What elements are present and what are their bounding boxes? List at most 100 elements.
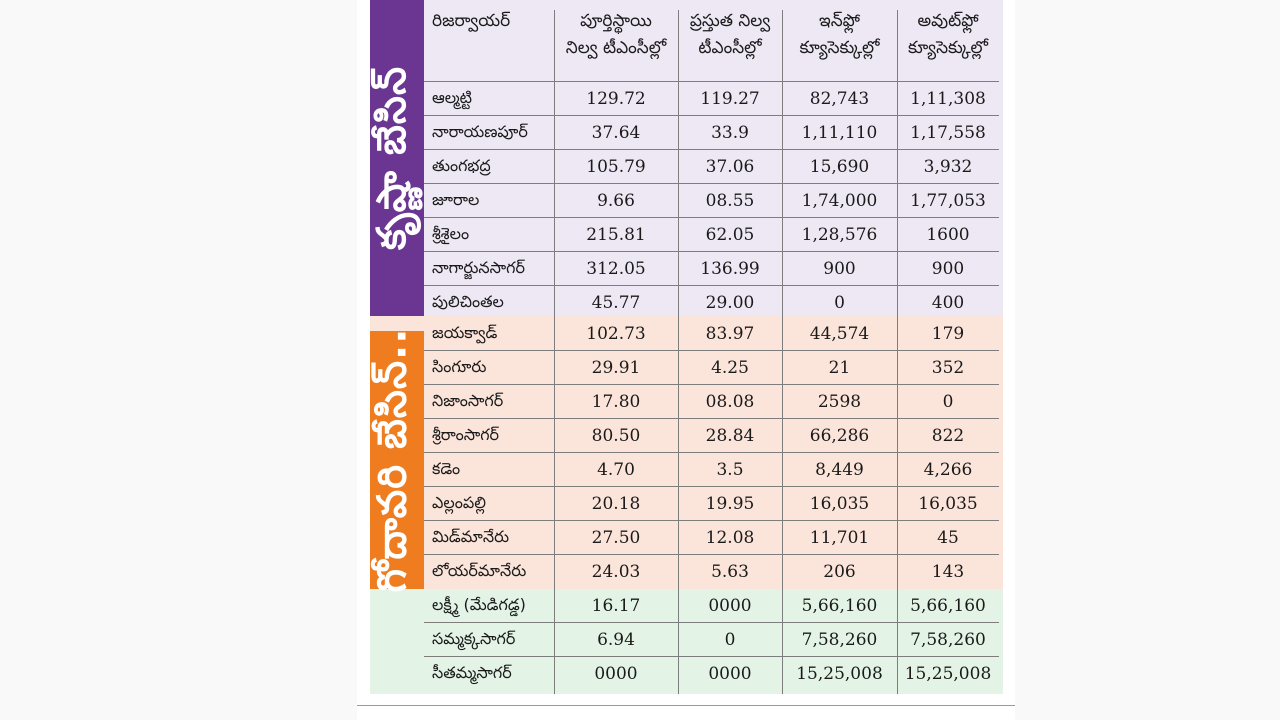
cell-inflow: 5,66,160	[801, 596, 878, 616]
cell-outflow: 0	[942, 392, 954, 412]
godavari-basin-label-text: గోదావరి బేసిన్..	[369, 327, 415, 593]
cell-inflow: 206	[823, 562, 856, 582]
cell-full: 80.50	[591, 426, 641, 446]
cell-inflow: 0	[834, 293, 845, 313]
cell-current: 12.08	[705, 528, 755, 548]
godavari-basin-label: గోదావరి బేసిన్..	[369, 328, 424, 592]
row-divider	[424, 452, 999, 453]
row-divider	[424, 520, 999, 521]
reservoir-name: జూరాల	[432, 189, 480, 209]
cell-full: 129.72	[586, 89, 646, 109]
cell-current: 08.08	[705, 392, 755, 412]
column-divider	[554, 10, 555, 694]
cell-current: 83.97	[705, 324, 755, 344]
table-row: లక్ష్మీ (మేడిగడ్డ) 16.17 0000 5,66,160 5,66,…	[424, 589, 1003, 623]
cell-outflow: 1600	[926, 225, 970, 245]
row-divider	[424, 486, 999, 487]
row-divider	[424, 418, 999, 419]
column-header-line: అవుట్‌ఫ్లో	[917, 11, 979, 31]
column-divider	[678, 10, 679, 694]
column-header-line: ప్రస్తుత నిల్వ	[689, 11, 771, 31]
column-header: పూర్తిస్థాయి నిల్వ టీఎంసీల్లో	[554, 8, 678, 82]
header-divider	[424, 81, 999, 82]
column-header: రిజర్వాయర్	[432, 8, 554, 82]
cell-full: 4.70	[597, 460, 635, 480]
cell-outflow: 400	[931, 293, 965, 313]
row-divider	[424, 554, 999, 555]
row-divider	[424, 149, 999, 150]
cell-current: 0	[724, 630, 736, 650]
row-divider	[424, 656, 999, 657]
cell-outflow: 143	[931, 562, 965, 582]
cell-outflow: 179	[931, 324, 965, 344]
row-divider	[424, 217, 999, 218]
row-divider	[424, 384, 999, 385]
cell-full: 29.91	[591, 358, 641, 378]
cell-full: 9.66	[597, 191, 635, 211]
cell-full: 105.79	[586, 157, 646, 177]
reservoir-name: లోయర్‌మానేరు	[432, 560, 527, 580]
cell-outflow: 4,266	[923, 460, 973, 480]
column-header: ఇన్‌ఫ్లో క్యూసెక్కుల్లో	[782, 8, 897, 82]
cell-current: 3.5	[716, 460, 744, 480]
reservoir-name: లక్ష్మీ (మేడిగడ్డ)	[432, 594, 526, 614]
row-divider	[424, 115, 999, 116]
reservoir-name: మిడ్‌మానేరు	[432, 526, 510, 546]
row-divider	[424, 285, 999, 286]
cell-outflow: 822	[931, 426, 965, 446]
cell-inflow: 21	[828, 358, 851, 378]
column-divider	[897, 10, 898, 694]
krishna-basin-label-text: కృష్ణా బేసిన్	[369, 65, 415, 251]
cell-current: 28.84	[705, 426, 755, 446]
cell-inflow: 7,58,260	[801, 630, 878, 650]
table-row: సమ్మక్కసాగర్ 6.94 0 7,58,260 7,58,260	[424, 623, 1003, 657]
row-divider	[424, 251, 999, 252]
column-header-line: నిల్వ టీఎంసీల్లో	[565, 38, 667, 58]
cell-full: 102.73	[586, 324, 646, 344]
table-row: మిడ్‌మానేరు 27.50 12.08 11,701 45	[424, 521, 1003, 555]
cell-full: 20.18	[591, 494, 641, 514]
cell-inflow: 1,74,000	[801, 191, 878, 211]
cell-inflow: 66,286	[809, 426, 870, 446]
column-header-line: ఇన్‌ఫ్లో	[819, 11, 860, 31]
column-header: అవుట్‌ఫ్లో క్యూసెక్కుల్లో	[897, 8, 999, 82]
cell-full: 215.81	[586, 225, 646, 245]
cell-full: 312.05	[586, 259, 646, 279]
reservoir-name: శ్రీశైలం	[432, 223, 470, 243]
cell-outflow: 1,11,308	[910, 89, 986, 109]
cell-outflow: 352	[931, 358, 965, 378]
column-header-line: టీఎంసీల్లో	[698, 38, 762, 58]
table-row: కడెం 4.70 3.5 8,449 4,266	[424, 453, 1003, 487]
table-row: నారాయణపూర్ 37.64 33.9 1,11,110 1,17,558	[424, 116, 1003, 150]
cell-inflow: 8,449	[815, 460, 864, 480]
cell-current: 0000	[708, 596, 752, 616]
reservoir-name: సింగూరు	[432, 356, 487, 376]
cell-outflow: 16,035	[918, 494, 978, 514]
table-row: నిజాంసాగర్ 17.80 08.08 2598 0	[424, 385, 1003, 419]
reservoir-name: ఎల్లంపల్లి	[432, 492, 486, 512]
table-row: ఎల్లంపల్లి 20.18 19.95 16,035 16,035	[424, 487, 1003, 521]
cell-current: 29.00	[705, 293, 755, 313]
krishna-basin-label: కృష్ణా బేసిన్	[369, 0, 424, 316]
table-row: సీతమ్మసాగర్ 0000 0000 15,25,008 15,25,008	[424, 657, 1003, 691]
cell-inflow: 16,035	[809, 494, 870, 514]
table-row: సింగూరు 29.91 4.25 21 352	[424, 351, 1003, 385]
table-row: నాగార్జునసాగర్ 312.05 136.99 900 900	[424, 252, 1003, 286]
table-row: జూరాల 9.66 08.55 1,74,000 1,77,053	[424, 184, 1003, 218]
cell-full: 6.94	[597, 630, 635, 650]
cell-full: 45.77	[591, 293, 641, 313]
cell-full: 27.50	[591, 528, 641, 548]
cell-outflow: 3,932	[923, 157, 973, 177]
reservoir-name: నారాయణపూర్	[432, 121, 528, 141]
cell-current: 37.06	[705, 157, 755, 177]
cell-current: 119.27	[700, 89, 760, 109]
reservoir-name: తుంగభద్ర	[432, 155, 491, 175]
row-divider	[424, 350, 999, 351]
cell-current: 136.99	[700, 259, 760, 279]
cell-inflow: 900	[823, 259, 856, 279]
cell-current: 19.95	[705, 494, 755, 514]
cell-outflow: 7,58,260	[910, 630, 986, 650]
cell-current: 62.05	[705, 225, 755, 245]
bottom-rule	[357, 705, 1015, 706]
column-header-line: క్యూసెక్కుల్లో	[799, 38, 880, 58]
